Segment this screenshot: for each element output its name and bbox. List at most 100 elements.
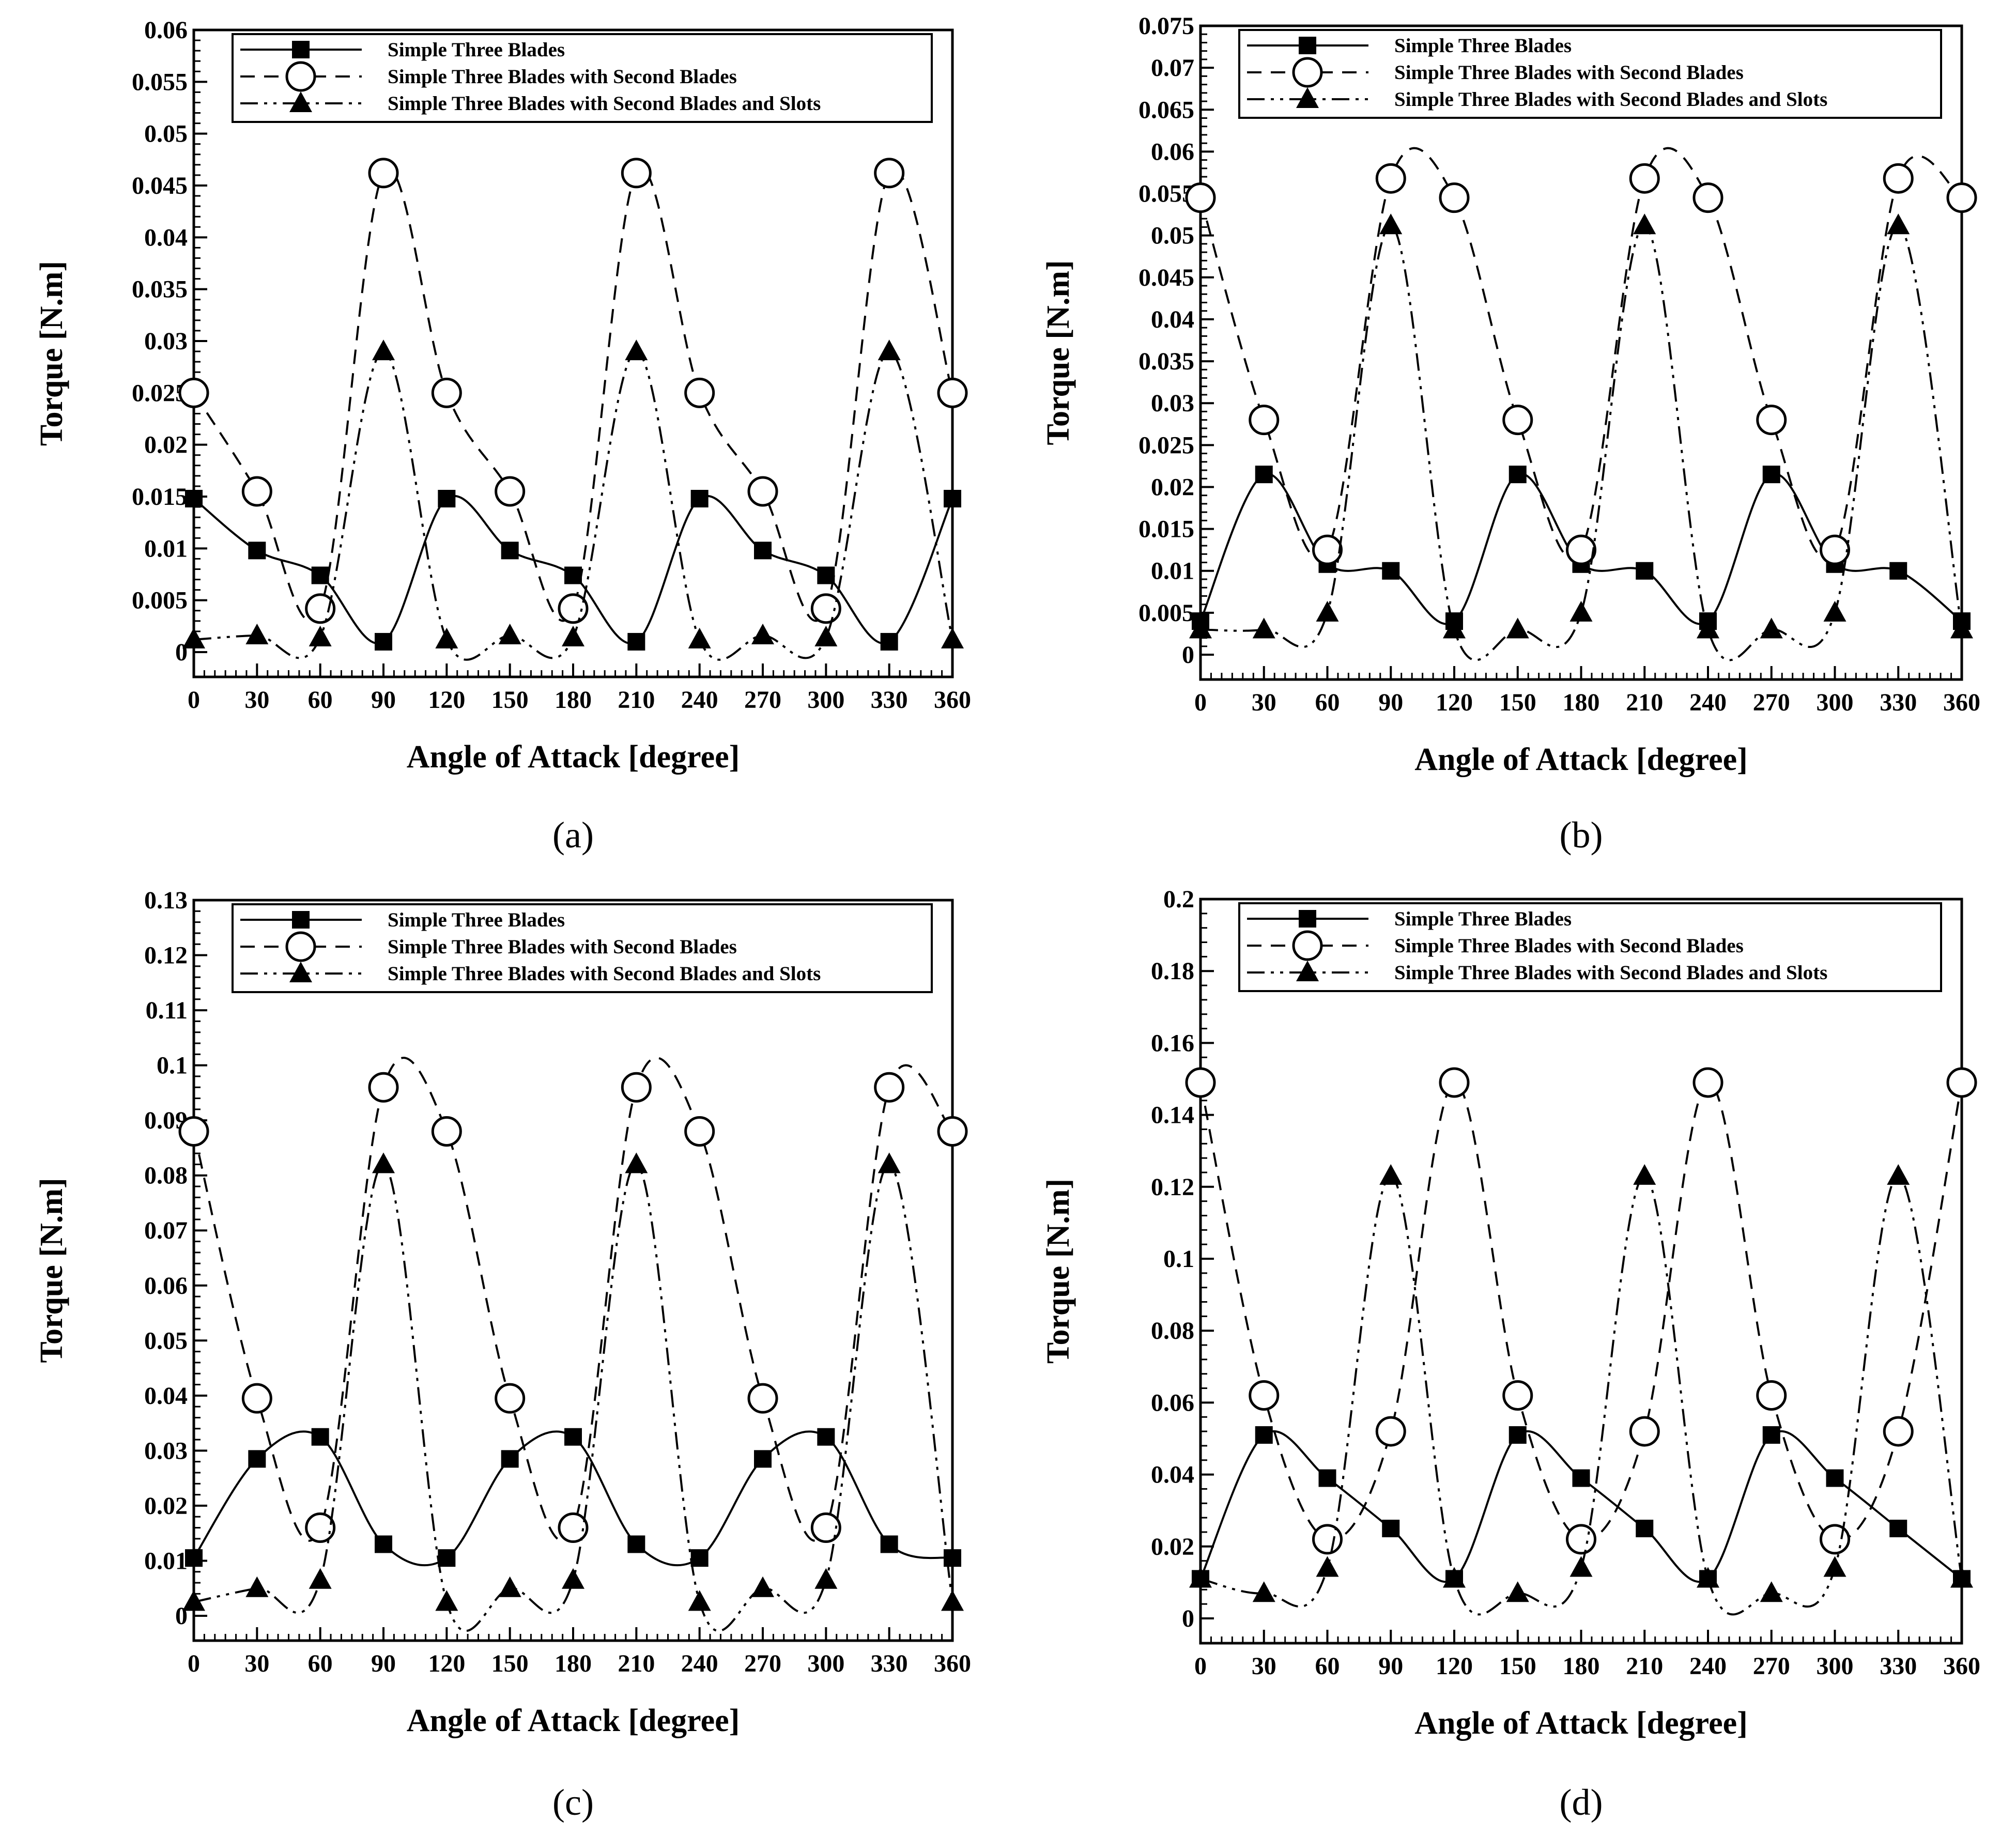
marker-simple-2: [311, 566, 329, 584]
marker-simple-0: [185, 1549, 203, 1567]
marker-simple-9: [754, 542, 772, 560]
marker-simple-9: [1762, 1426, 1780, 1444]
marker-simple-3: [375, 1535, 392, 1553]
marker-second-blades-11: [1883, 1416, 1914, 1447]
chart-2-x-tick-label-11: 330: [1880, 689, 1917, 716]
marker-second-blades-5: [495, 1383, 526, 1414]
chart-1-y-tick-label-12: 0.06: [144, 17, 188, 44]
marker-second-blades-8: [1692, 182, 1723, 213]
chart-1-series-second-blades: [178, 158, 968, 624]
marker-second-blades-legend: [1292, 57, 1323, 88]
marker-slots-4: [1443, 1567, 1466, 1588]
chart-2-frame: [1199, 24, 1963, 681]
marker-second-blades-0: [178, 1116, 209, 1147]
marker-simple-3: [1382, 1520, 1400, 1537]
marker-slots-8: [1697, 617, 1719, 639]
marker-simple-12: [944, 490, 961, 508]
marker-slots-0: [1189, 617, 1212, 639]
marker-simple-1: [248, 542, 266, 560]
chart-1-y-tick-label-10: 0.05: [144, 120, 188, 148]
chart-1-x-tick-label-7: 210: [618, 686, 655, 714]
marker-simple-10: [817, 566, 835, 584]
marker-slots-8: [688, 1590, 711, 1611]
marker-simple-11: [880, 1535, 898, 1553]
chart-4-x-tick-label-0: 0: [1194, 1652, 1207, 1680]
chart-3-x-tick-label-8: 240: [681, 1650, 718, 1677]
chart-2-y-tick-label-2: 0.01: [1151, 558, 1194, 585]
chart-3-y-tick-label-7: 0.07: [144, 1217, 188, 1244]
chart-4-legend-label-second-blades: Simple Three Blades with Second Blades: [1394, 935, 1744, 957]
chart-4-legend-label-slots: Simple Three Blades with Second Blades a…: [1394, 962, 1827, 984]
marker-slots-1: [245, 1576, 269, 1597]
marker-simple-2: [1318, 1469, 1336, 1487]
marker-second-blades-11: [1883, 163, 1914, 194]
marker-simple-legend: [292, 911, 310, 929]
marker-second-blades-6: [1566, 534, 1596, 565]
chart-2-x-tick-label-3: 90: [1378, 689, 1403, 716]
marker-second-blades-10: [810, 593, 841, 624]
chart-4-x-tick-label-9: 270: [1753, 1652, 1790, 1680]
chart-1-y-tick-label-2: 0.01: [144, 535, 188, 562]
chart-4-y-tick-label-9: 0.18: [1151, 957, 1194, 985]
marker-slots-9: [751, 1576, 774, 1597]
marker-slots-12: [1950, 1567, 1973, 1588]
marker-slots-3: [1379, 213, 1403, 235]
chart-4-y-tick-label-10: 0.2: [1163, 886, 1194, 913]
marker-second-blades-10: [1820, 534, 1850, 565]
marker-slots-1: [245, 623, 269, 644]
marker-simple-11: [1889, 562, 1907, 580]
marker-slots-0: [1189, 1567, 1212, 1588]
chart-4-x-tick-label-2: 60: [1315, 1652, 1340, 1680]
marker-slots-3: [372, 339, 395, 361]
chart-1-caption: (a): [552, 814, 594, 856]
marker-simple-11: [1889, 1520, 1907, 1537]
chart-2-y-tick-label-3: 0.015: [1138, 516, 1194, 543]
marker-simple-7: [627, 632, 645, 651]
chart-1-series-simple: [185, 490, 961, 651]
marker-slots-8: [1697, 1567, 1719, 1588]
chart-2-y-tick-label-12: 0.06: [1151, 138, 1194, 165]
chart-4-legend-label-simple: Simple Three Blades: [1394, 908, 1572, 930]
chart-3-caption: (c): [552, 1782, 594, 1823]
marker-second-blades-1: [1249, 1380, 1280, 1411]
chart-2-x-tick-label-5: 150: [1499, 689, 1536, 716]
chart-1-legend-label-simple: Simple Three Blades: [388, 39, 565, 61]
chart-1-x-tick-label-9: 270: [744, 686, 781, 714]
marker-second-blades-5: [1502, 1380, 1533, 1411]
marker-simple-9: [1762, 466, 1780, 484]
chart-2-legend-label-slots: Simple Three Blades with Second Blades a…: [1394, 88, 1827, 111]
marker-slots-11: [878, 1152, 901, 1173]
chart-1-y-tick-label-3: 0.015: [132, 483, 188, 511]
chart-2-line-slots: [1200, 224, 1963, 661]
chart-2-legend-label-second-blades: Simple Three Blades with Second Blades: [1394, 61, 1744, 84]
marker-second-blades-8: [684, 377, 715, 408]
marker-second-blades-11: [874, 1072, 905, 1103]
chart-2-x-axis-label: Angle of Attack [degree]: [1414, 742, 1748, 777]
chart-3-x-tick-label-2: 60: [308, 1650, 333, 1677]
marker-slots-7: [625, 339, 648, 361]
chart-2-x-tick-label-9: 270: [1753, 689, 1790, 716]
chart-3-legend-label-second-blades: Simple Three Blades with Second Blades: [388, 936, 737, 958]
marker-slots-10: [1823, 600, 1846, 622]
marker-simple-3: [1382, 562, 1400, 580]
marker-slots-2: [1316, 600, 1339, 622]
marker-slots-9: [1760, 617, 1783, 639]
marker-second-blades-12: [937, 1116, 968, 1147]
chart-4-x-tick-label-6: 180: [1563, 1652, 1600, 1680]
marker-second-blades-0: [178, 377, 209, 408]
chart-2-x-tick-label-1: 30: [1252, 689, 1276, 716]
chart-2-y-axis-label: Torque [N.m]: [1041, 260, 1076, 445]
chart-4-series-slots: [1189, 1164, 1973, 1616]
marker-second-blades-12: [937, 377, 968, 408]
chart-1-x-tick-label-6: 180: [555, 686, 592, 714]
marker-slots-2: [309, 625, 332, 646]
marker-second-blades-4: [431, 1116, 462, 1147]
chart-3: 0 30 60 90 120 150 180 210 240 270 300 330 36000.010…: [34, 887, 971, 1823]
chart-3-x-tick-label-4: 120: [428, 1650, 465, 1677]
marker-simple-7: [627, 1535, 645, 1553]
chart-2-series-slots: [1189, 213, 1973, 661]
marker-slots-12: [941, 1590, 964, 1611]
chart-1-y-tick-label-1: 0.005: [132, 587, 188, 614]
chart-1-x-tick-label-0: 0: [188, 686, 200, 714]
